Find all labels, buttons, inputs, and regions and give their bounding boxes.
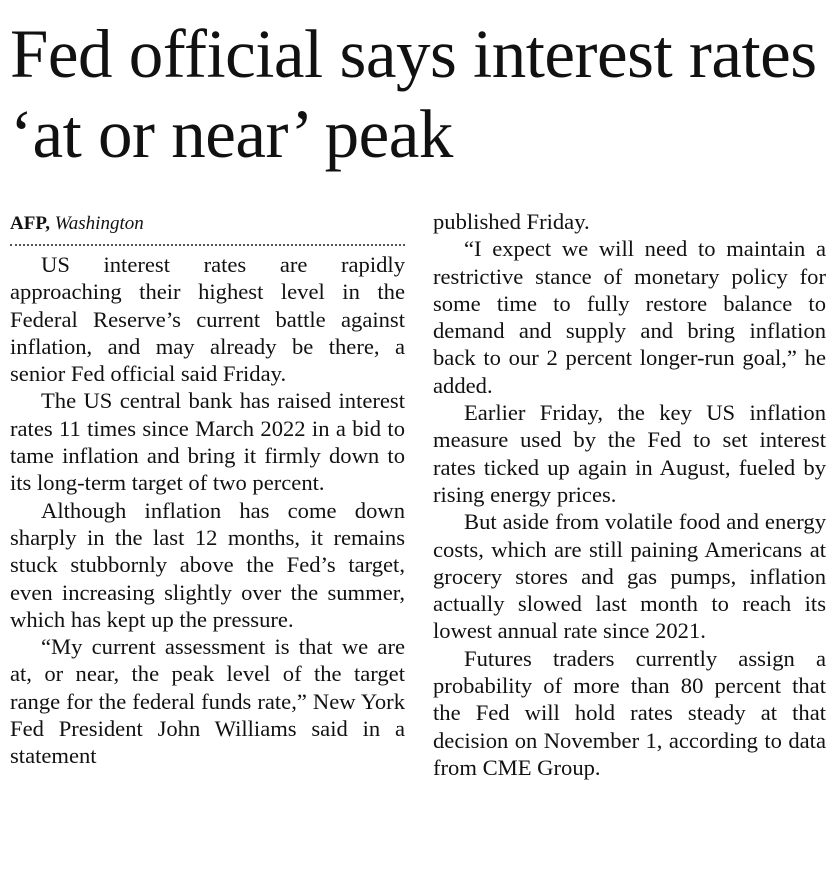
paragraph: Although inflation has come down sharply… [10, 497, 405, 632]
paragraph: published Friday. [433, 209, 590, 234]
paragraph: But aside from volatile food and energy … [433, 509, 826, 644]
paragraph: Earlier Friday, the key US inflation mea… [433, 400, 826, 507]
paragraph: “My current assessment is that we are at… [10, 634, 405, 769]
column: published Friday. “I expect we will need … [433, 208, 826, 781]
paragraph: The US central bank has raised interest … [10, 388, 405, 496]
byline: AFP, Washington [10, 210, 405, 238]
paragraph: Futures traders currently assign a proba… [433, 645, 826, 780]
paragraph: “I expect we will need to maintain a res… [433, 236, 826, 398]
column: AFP, Washington US interest rates are ra… [10, 210, 405, 770]
byline-location: Washington [54, 213, 144, 234]
paragraph: US interest rates are rapidly approachin… [10, 252, 405, 387]
dotted-rule [10, 244, 405, 246]
byline-agency: AFP, [10, 213, 50, 234]
headline: Fed official says interest rates ‘at or … [10, 16, 817, 172]
